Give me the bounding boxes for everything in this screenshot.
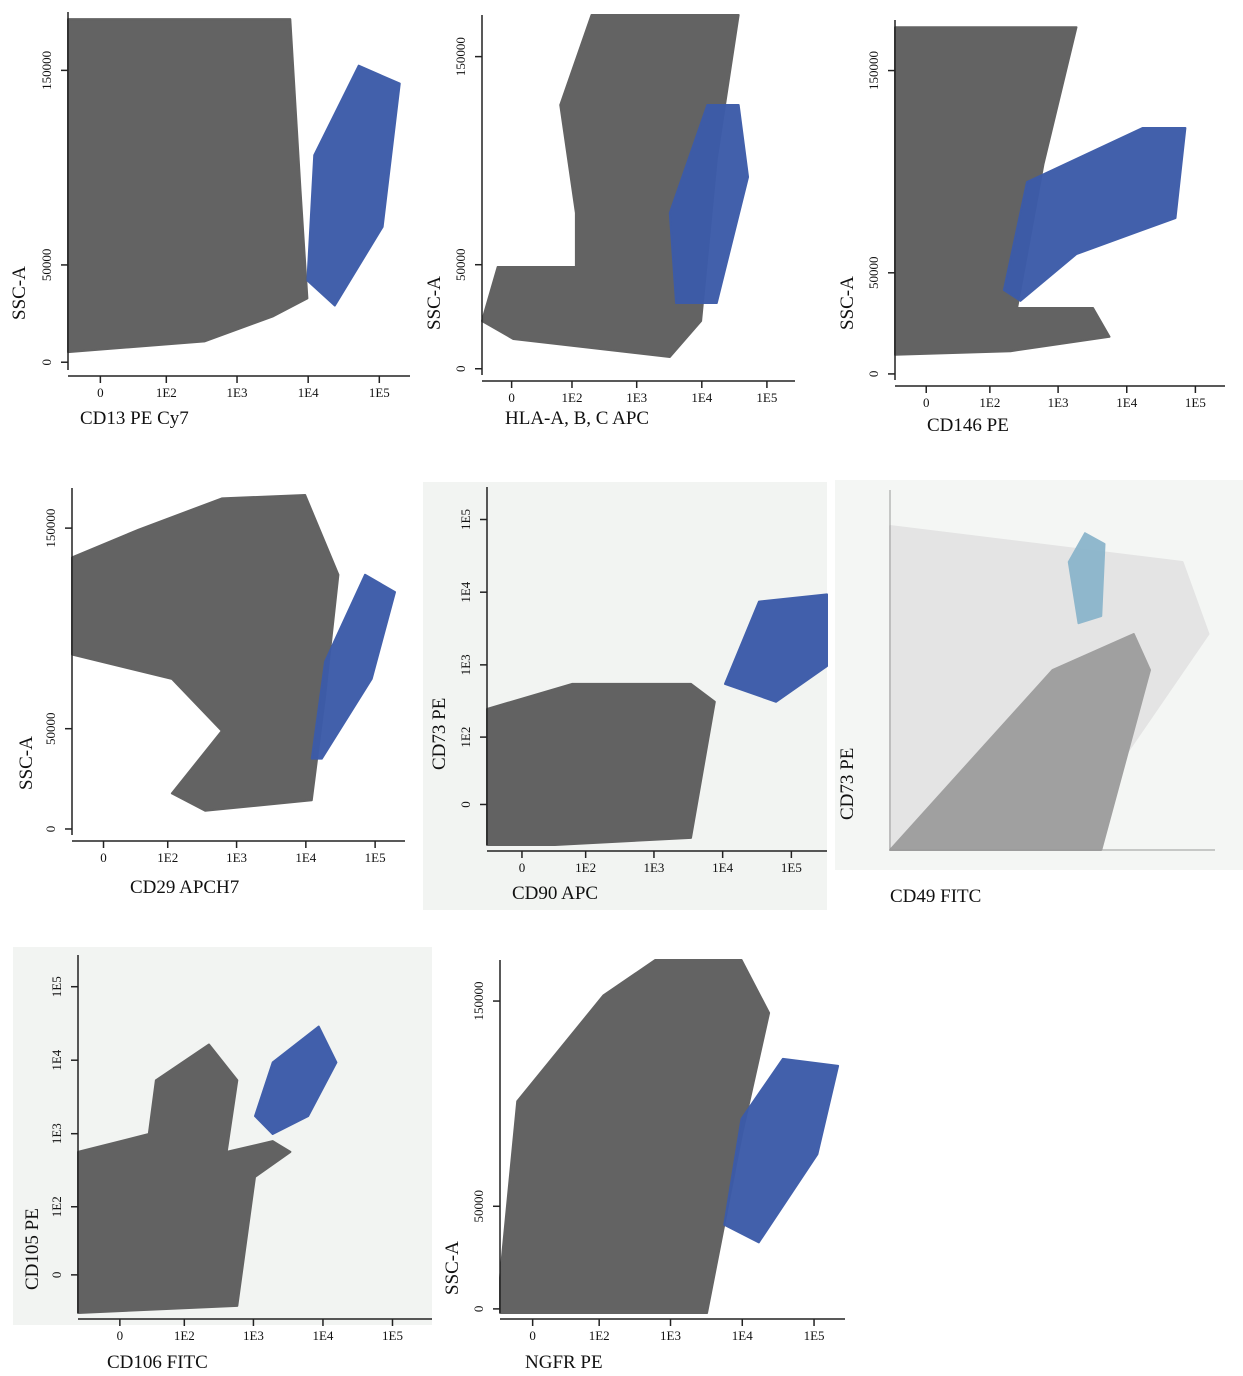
x-tick-label: 1E5 [382, 1328, 403, 1343]
y-tick-label: 150000 [453, 37, 468, 76]
x-tick-label: 1E4 [691, 390, 712, 405]
y-tick-label: 0 [458, 801, 473, 808]
x-tick-label: 1E2 [979, 395, 1000, 410]
x-tick-label: 1E2 [562, 390, 583, 405]
x-tick-label: 1E4 [312, 1328, 333, 1343]
x-tick-label: 0 [100, 850, 107, 865]
population [1002, 127, 1187, 302]
y-tick-label: 0 [49, 1272, 64, 1279]
x-axis-label: HLA-A, B, C APC [505, 408, 649, 429]
x-tick-label: 0 [508, 390, 515, 405]
population [306, 64, 401, 307]
x-axis-label: CD106 FITC [107, 1352, 208, 1373]
x-tick-label: 1E2 [174, 1328, 195, 1343]
y-tick-label: 1E2 [458, 727, 473, 748]
x-axis-label: NGFR PE [525, 1352, 603, 1373]
x-tick-label: 1E3 [660, 1328, 681, 1343]
y-tick-label: 1E5 [458, 509, 473, 530]
y-axis-label: CD73 PE [837, 748, 858, 820]
y-tick-label: 1E4 [458, 581, 473, 602]
y-tick-label: 50000 [43, 712, 58, 745]
x-tick-label: 1E4 [732, 1328, 753, 1343]
y-tick-label: 50000 [471, 1190, 486, 1223]
population [254, 1025, 338, 1135]
y-tick-label: 150000 [43, 509, 58, 548]
population [724, 593, 828, 703]
y-tick-label: 150000 [866, 51, 881, 90]
y-axis-label: SSC-A [16, 736, 37, 790]
y-tick-label: 1E3 [458, 654, 473, 675]
x-tick-label: 1E4 [1116, 395, 1137, 410]
y-tick-label: 150000 [471, 982, 486, 1021]
x-tick-label: 1E2 [156, 385, 177, 400]
x-tick-label: 0 [923, 395, 930, 410]
x-tick-label: 1E5 [804, 1328, 825, 1343]
x-tick-label: 1E5 [1185, 395, 1206, 410]
x-tick-label: 0 [117, 1328, 124, 1343]
y-tick-label: 0 [39, 359, 54, 366]
population [894, 26, 1111, 356]
x-tick-label: 0 [529, 1328, 536, 1343]
y-tick-label: 1E2 [49, 1196, 64, 1217]
x-tick-label: 1E3 [643, 860, 664, 875]
x-axis-label: CD29 APCH7 [130, 877, 239, 898]
y-tick-label: 1E5 [49, 976, 64, 997]
x-tick-label: 1E3 [226, 850, 247, 865]
y-axis-label: CD105 PE [22, 1208, 43, 1290]
y-tick-label: 50000 [866, 257, 881, 290]
x-tick-label: 1E5 [369, 385, 390, 400]
y-tick-label: 150000 [39, 51, 54, 90]
population [668, 104, 750, 304]
population [723, 1057, 840, 1244]
x-tick-label: 1E5 [781, 860, 802, 875]
x-tick-label: 1E4 [712, 860, 733, 875]
population [499, 959, 771, 1314]
population [486, 682, 716, 846]
x-axis-label: CD90 APC [512, 883, 598, 904]
y-tick-label: 50000 [453, 248, 468, 281]
x-tick-label: 1E5 [756, 390, 777, 405]
x-tick-label: 1E2 [575, 860, 596, 875]
population [67, 18, 309, 354]
x-tick-label: 1E4 [298, 385, 319, 400]
x-tick-label: 1E3 [1048, 395, 1069, 410]
y-tick-label: 1E3 [49, 1123, 64, 1144]
y-axis-label: CD73 PE [429, 698, 450, 770]
population [71, 493, 340, 812]
y-tick-label: 0 [471, 1306, 486, 1313]
y-tick-label: 1E4 [49, 1049, 64, 1070]
x-axis-label: CD49 FITC [890, 886, 981, 907]
population [310, 573, 397, 760]
y-axis-label: SSC-A [9, 266, 30, 320]
x-tick-label: 1E3 [243, 1328, 264, 1343]
x-axis-label: CD146 PE [927, 415, 1009, 436]
x-tick-label: 0 [97, 385, 104, 400]
y-tick-label: 0 [43, 826, 58, 833]
y-axis-label: SSC-A [837, 276, 858, 330]
x-tick-label: 1E2 [589, 1328, 610, 1343]
x-axis-label: CD13 PE Cy7 [80, 408, 189, 429]
x-tick-label: 1E3 [626, 390, 647, 405]
y-axis-label: SSC-A [442, 1241, 463, 1295]
y-tick-label: 50000 [39, 249, 54, 282]
x-tick-label: 1E3 [227, 385, 248, 400]
x-tick-label: 0 [519, 860, 526, 875]
population [1067, 532, 1106, 625]
x-tick-label: 1E4 [295, 850, 316, 865]
y-axis-label: SSC-A [424, 276, 445, 330]
y-tick-label: 0 [866, 371, 881, 378]
y-tick-label: 0 [453, 366, 468, 373]
population [77, 1043, 292, 1314]
x-tick-label: 1E5 [365, 850, 386, 865]
x-tick-label: 1E2 [157, 850, 178, 865]
